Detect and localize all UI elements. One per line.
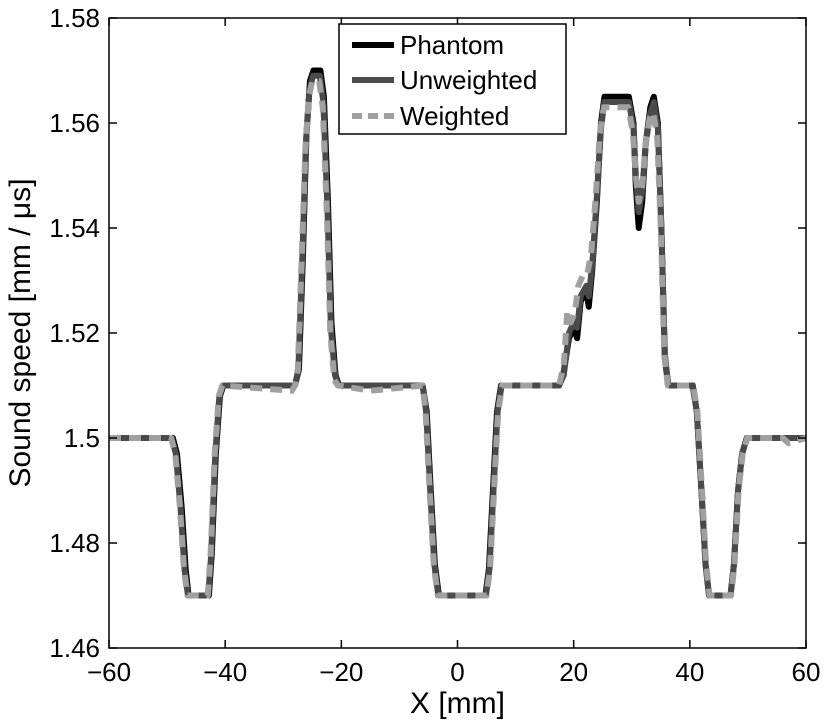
- series-layer: [109, 67, 807, 599]
- x-tick-label: 20: [559, 657, 588, 687]
- legend-label-weighted: Weighted: [400, 101, 509, 131]
- x-tick-label: 40: [675, 657, 704, 687]
- x-tick-label: 60: [792, 657, 821, 687]
- x-tick-label: −20: [319, 657, 363, 687]
- x-tick-label: −40: [203, 657, 247, 687]
- y-tick-label: 1.58: [49, 3, 100, 33]
- y-axis-title: Sound speed [mm / μs]: [4, 178, 37, 487]
- y-tick-label: 1.5: [64, 423, 100, 453]
- x-axis-title: X [mm]: [410, 687, 505, 720]
- series-line-weighted: [109, 78, 807, 599]
- y-tick-label: 1.54: [49, 213, 100, 243]
- y-tick-label: 1.56: [49, 108, 100, 138]
- y-tick-label: 1.48: [49, 528, 100, 558]
- x-tick-label: 0: [450, 657, 464, 687]
- y-tick-label: 1.52: [49, 318, 100, 348]
- y-tick-label: 1.46: [49, 633, 100, 663]
- legend: Phantom Unweighted Weighted: [338, 23, 567, 135]
- legend-label-unweighted: Unweighted: [400, 65, 537, 95]
- plot-frame: [108, 17, 807, 649]
- x-tick-label: −60: [87, 657, 131, 687]
- legend-label-phantom: Phantom: [400, 30, 504, 60]
